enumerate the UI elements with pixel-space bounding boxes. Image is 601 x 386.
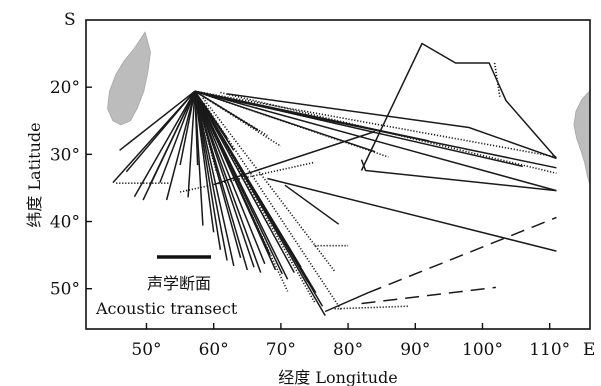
transect-51 [220,91,557,174]
x-tick-label: 60° [199,340,229,360]
latitude-end-label: S [64,10,76,30]
legend-label-en: Acoustic transect [95,299,238,318]
transect-35 [194,90,268,137]
tick-layer: 50° 60° 70° 80° 90° 100° 110° 20° 30° 40° 50° [50,78,570,360]
transect-49 [226,93,557,160]
transect-9 [179,91,196,166]
transect-1 [119,90,196,151]
x-tick-label: 50° [131,340,161,360]
land-madagascar [107,31,151,126]
legend: 声学断面 Acoustic transect [95,255,238,318]
transect-7 [159,90,196,183]
transect-41 [219,136,316,303]
transect-15 [194,91,228,261]
transect-26 [194,90,295,273]
x-tick-label: 110° [529,340,570,360]
transect-14 [194,91,222,250]
y-tick-label: 30° [50,145,80,165]
transect-10 [187,91,196,198]
transect-50 [213,95,557,169]
x-tick-label: 80° [333,340,363,360]
transect-40 [210,127,289,292]
transect-16 [194,91,235,267]
transect-39 [203,102,343,311]
transect-38 [202,97,336,272]
x-tick-label: 100° [462,340,503,360]
transect-56 [284,184,340,225]
land-layer [107,31,590,186]
transect-54 [179,161,315,193]
transect-6 [149,90,196,186]
transect-60 [360,159,557,192]
transect-55 [267,177,557,252]
plot-frame [85,19,591,330]
transect-47 [194,90,376,153]
transect-12 [194,91,204,226]
transect-25 [194,90,289,280]
y-tick-label: 40° [50,213,80,233]
legend-label-cn: 声学断面 [147,274,211,293]
transect-36 [194,90,282,147]
transect-8 [165,91,196,201]
transect-21 [194,90,266,265]
transect-37 [194,90,218,173]
x-tick-label: 90° [400,340,430,360]
y-tick-label: 20° [50,78,80,98]
transect-3 [125,90,196,173]
x-tick-label: 70° [266,340,296,360]
y-axis-title: 纬度 Latitude [25,122,44,227]
y-tick-label: 50° [50,280,80,300]
transect-53 [213,130,376,186]
land-australia [573,89,590,186]
transect-34 [194,90,228,139]
transect-42 [194,90,557,158]
transect-61 [324,292,369,313]
transect-31 [194,90,326,316]
longitude-end-label: E [583,340,595,360]
transect-64 [334,305,409,310]
transect-58 [360,42,557,171]
transect-63 [361,286,496,305]
x-axis-title: 经度 Longitude [278,368,397,386]
transect-62 [367,216,557,294]
transect-4 [133,90,196,198]
transect-layer [112,42,557,316]
